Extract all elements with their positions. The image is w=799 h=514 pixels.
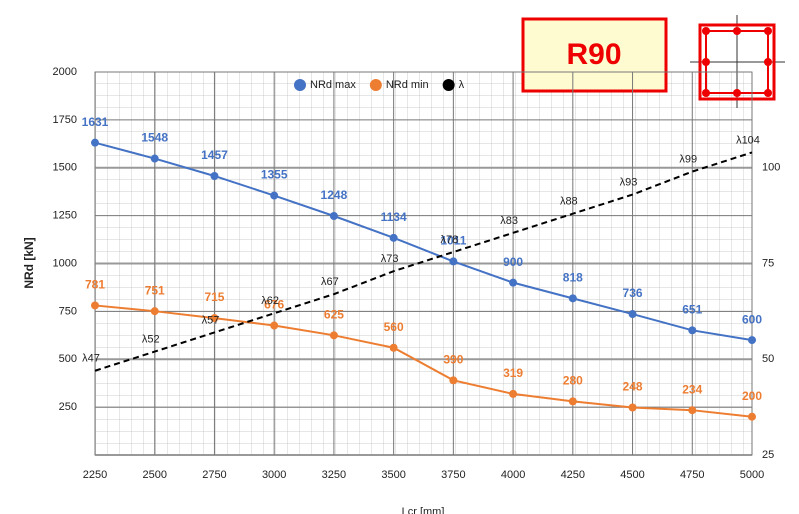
point [509, 278, 518, 287]
point [628, 310, 637, 319]
data-label: λ88 [560, 196, 578, 208]
data-label: 818 [563, 271, 583, 285]
data-label: λ99 [679, 153, 697, 165]
legend-label: NRd max [310, 79, 356, 91]
y-tick-label: 1250 [53, 210, 77, 222]
data-label: 1548 [141, 131, 168, 145]
legend-swatch [294, 79, 306, 91]
data-label: 248 [623, 380, 643, 394]
y2-tick-label: 25 [762, 449, 774, 461]
data-label: 280 [563, 374, 583, 388]
badge: R90 [566, 38, 621, 71]
legend-label: NRd min [386, 79, 429, 91]
y-tick-label: 250 [59, 401, 77, 413]
y-tick-label: 2000 [53, 66, 77, 78]
x-tick-label: 4750 [680, 469, 704, 481]
point [568, 397, 577, 406]
data-label: λ62 [261, 295, 279, 307]
x-tick-label: 5000 [740, 469, 764, 481]
series-line [94, 141, 753, 342]
point [210, 314, 219, 323]
data-label: 600 [742, 312, 762, 326]
data-label: λ104 [736, 134, 760, 146]
data-label: 781 [85, 278, 105, 292]
series-line [94, 151, 753, 372]
x-axis-label: Lcr [mm] [402, 506, 445, 514]
data-label: 1248 [321, 188, 348, 202]
legend-swatch [442, 79, 455, 91]
data-label: λ47 [82, 353, 100, 365]
point [329, 331, 338, 340]
x-tick-label: 4000 [501, 469, 525, 481]
y-tick-label: 1750 [53, 114, 77, 126]
data-label: 651 [682, 303, 702, 317]
point [91, 301, 99, 310]
point [389, 343, 398, 352]
point [748, 336, 756, 345]
point [568, 294, 577, 303]
data-label: 200 [742, 389, 762, 403]
data-label: 1355 [261, 168, 288, 182]
data-label: λ73 [381, 253, 399, 265]
data-label: 900 [503, 255, 523, 269]
data-label: λ52 [142, 333, 160, 345]
point [150, 307, 159, 316]
y2-tick-label: 50 [762, 353, 774, 365]
legend-swatch [369, 79, 382, 91]
point [270, 191, 279, 200]
x-tick-label: 4250 [561, 469, 585, 481]
point [449, 376, 458, 385]
y-tick-label: 500 [59, 353, 77, 365]
point [688, 406, 697, 415]
x-tick-label: 3250 [322, 469, 346, 481]
section-icon [690, 15, 785, 108]
y-tick-label: 750 [59, 305, 77, 317]
data-label: 1011 [440, 234, 466, 248]
series-line [94, 304, 753, 418]
data-label: λ78 [440, 234, 458, 246]
data-label: λ93 [620, 176, 638, 188]
y-tick-label: 1500 [53, 162, 77, 174]
data-label: λ57 [202, 314, 220, 326]
data-label: 560 [384, 320, 404, 334]
data-label: 319 [503, 366, 523, 380]
data-label: 234 [682, 382, 702, 396]
point [210, 171, 219, 180]
y2-tick-label: 100 [762, 162, 780, 174]
data-label: 1457 [201, 148, 228, 162]
badge-box [521, 17, 668, 93]
x-tick-label: 2750 [202, 469, 226, 481]
data-label: 1631 [82, 115, 109, 129]
point [329, 212, 338, 221]
data-label: 736 [623, 286, 643, 300]
data-label: 715 [204, 290, 224, 304]
data-label: 676 [264, 298, 284, 312]
data-label: λ83 [500, 215, 518, 227]
point [748, 412, 756, 421]
y-axis-label: NRd [kN] [22, 237, 36, 288]
x-tick-label: 3500 [381, 469, 405, 481]
x-tick-label: 2250 [83, 469, 107, 481]
point [509, 389, 518, 398]
data-label: 1134 [381, 210, 407, 224]
point [449, 257, 458, 266]
x-tick-label: 4500 [620, 469, 644, 481]
x-tick-label: 3000 [262, 469, 286, 481]
point [150, 154, 159, 163]
data-label: 625 [324, 307, 344, 321]
point [389, 233, 398, 242]
data-label: λ67 [321, 276, 339, 288]
data-label: 390 [443, 352, 463, 366]
point [628, 403, 637, 412]
point [270, 321, 279, 330]
x-tick-label: 3750 [441, 469, 465, 481]
legend-label: λ [459, 79, 465, 91]
y2-tick-label: 75 [762, 257, 774, 269]
point [688, 326, 697, 335]
point [91, 138, 99, 147]
y-tick-label: 1000 [53, 257, 77, 269]
x-tick-label: 2500 [142, 469, 166, 481]
data-label: 751 [145, 283, 165, 297]
